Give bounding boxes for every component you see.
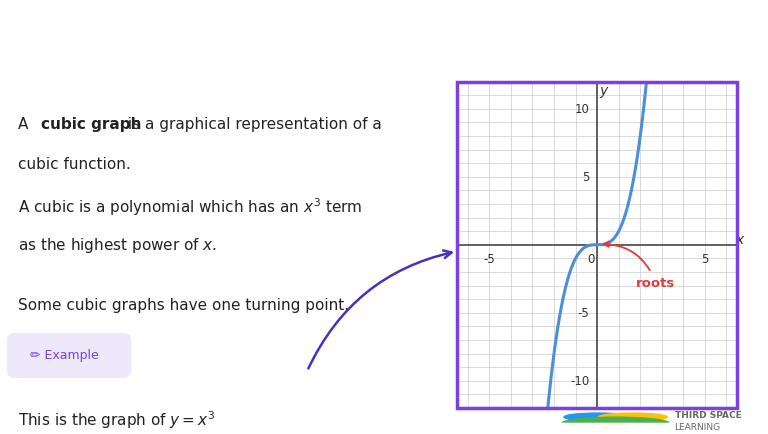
Wedge shape: [561, 417, 670, 423]
Text: $y = x^3$: $y = x^3$: [253, 19, 339, 55]
Text: A cubic is a polynomial which has an $x^3$ term: A cubic is a polynomial which has an $x^…: [18, 196, 363, 218]
Text: This is the graph of $y = x^3$: This is the graph of $y = x^3$: [18, 409, 216, 431]
Circle shape: [564, 413, 633, 421]
Text: -5: -5: [483, 253, 495, 266]
Text: as the highest power of $x$.: as the highest power of $x$.: [18, 236, 217, 255]
Text: cubic graph: cubic graph: [41, 117, 141, 132]
Bar: [457, 82, 737, 408]
Text: cubic function.: cubic function.: [18, 157, 131, 171]
Text: $y$: $y$: [599, 85, 610, 100]
Text: THIRD SPACE: THIRD SPACE: [674, 410, 741, 419]
Text: roots: roots: [604, 242, 675, 289]
Text: A: A: [18, 117, 34, 132]
Text: The Graph of: The Graph of: [19, 23, 222, 51]
Text: 10: 10: [574, 103, 590, 116]
Circle shape: [598, 413, 667, 421]
Text: is a graphical representation of a: is a graphical representation of a: [123, 117, 382, 132]
Text: 0: 0: [587, 253, 594, 266]
Text: $x$: $x$: [735, 232, 746, 246]
Text: -5: -5: [578, 306, 590, 319]
FancyBboxPatch shape: [7, 333, 131, 378]
Text: -10: -10: [571, 375, 590, 387]
Text: LEARNING: LEARNING: [674, 421, 720, 431]
Text: 5: 5: [701, 253, 709, 266]
Text: ✏ Example: ✏ Example: [30, 348, 99, 361]
Text: Some cubic graphs have one turning point.: Some cubic graphs have one turning point…: [18, 297, 349, 312]
Text: 5: 5: [582, 171, 590, 184]
